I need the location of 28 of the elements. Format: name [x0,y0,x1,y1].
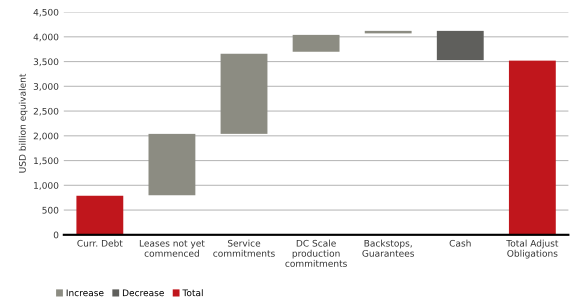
x-tick-label: Cash [450,240,471,247]
bar [436,30,484,60]
legend-label: Total [182,289,203,296]
y-tick-label: 4,000 [34,34,58,42]
y-tick-label: 3,500 [34,58,58,66]
x-tick-label: Total Adjust Obligations [506,240,558,259]
y-tick-label: 4,500 [34,8,58,17]
y-tick-label: 2,000 [34,132,58,140]
y-tick-label: 3,000 [34,83,58,91]
legend-label: Increase [66,290,104,296]
y-tick-label: 1,000 [34,182,58,190]
bar [76,196,124,235]
y-tick-label: 2,500 [34,108,58,116]
y-axis-title: USD billion equivalent [18,74,28,173]
bar [292,34,340,52]
x-tick-label: Curr. Debt [77,240,123,247]
x-tick-label: Service commitments [213,240,275,257]
bar [148,134,196,196]
x-tick-label: Backstops, Guarantees [362,240,414,257]
y-tick-label: 500 [42,206,58,214]
y-tick-label: 0 [54,232,58,238]
bar [364,30,412,34]
x-tick-label: DC Scale production commitments [285,240,347,267]
bar [508,60,556,235]
x-tick-label: Leases not yet commenced [140,240,205,257]
bar [220,54,268,134]
legend-label: Decrease [122,290,164,296]
y-tick-label: 1,500 [34,157,58,166]
